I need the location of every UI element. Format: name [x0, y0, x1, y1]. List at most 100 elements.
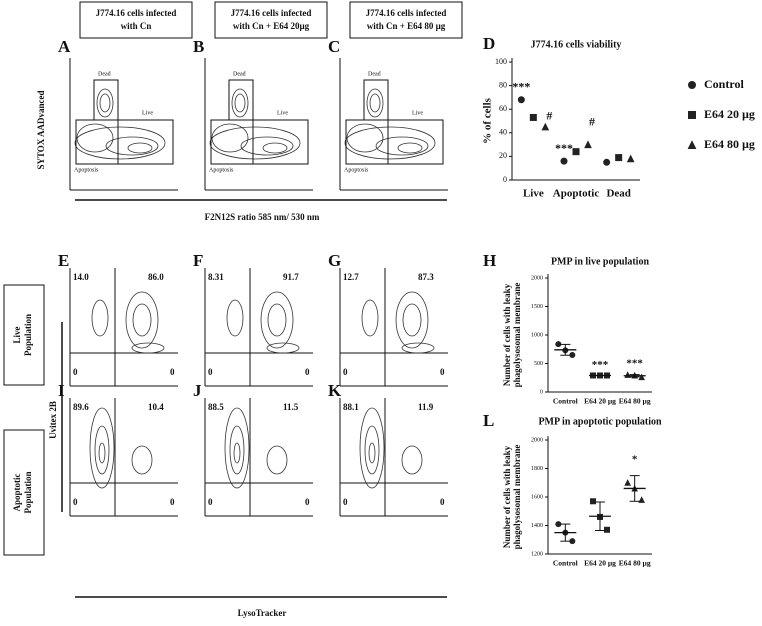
- cluster-contour: [369, 93, 381, 113]
- quadrant-value: 0: [440, 367, 445, 377]
- panel-label: A: [58, 37, 71, 56]
- y-axis-label: phagolysosomal membrane: [512, 445, 522, 550]
- x-tick-label: E64 20 µg: [584, 397, 616, 406]
- quadrant-value: 0: [305, 367, 310, 377]
- title-box: [349, 1, 463, 39]
- quadrant-value: 0: [343, 367, 348, 377]
- cluster-contour: [131, 342, 165, 354]
- gate-label: Apoptosis: [74, 167, 99, 173]
- data-point: [541, 122, 550, 131]
- annotation: ***: [555, 141, 573, 155]
- data-point: [560, 157, 568, 165]
- x-tick-label: Control: [553, 559, 578, 568]
- row-label-box: [3, 429, 45, 556]
- data-point: [590, 498, 596, 505]
- quadrant-value: 14.0: [73, 272, 89, 282]
- flow-title: with Cn + E64 80 µg: [367, 21, 446, 31]
- y-tick-label: 2000: [531, 437, 543, 443]
- cluster-contour: [96, 88, 114, 118]
- quadrant-value: 91.7: [283, 272, 299, 282]
- data-point: [638, 496, 645, 503]
- data-point: [555, 521, 562, 528]
- x-tick-label: E64 20 µg: [584, 559, 616, 568]
- gate-label: Live: [412, 110, 423, 116]
- cluster-contour: [260, 291, 294, 349]
- panel-label: J: [193, 381, 202, 400]
- cluster-contour: [397, 142, 423, 154]
- gate-label: Apoptosis: [209, 167, 234, 173]
- cluster-contour: [266, 445, 288, 475]
- panel-label: B: [193, 37, 204, 56]
- annotation: ***: [626, 357, 643, 369]
- cluster-contour: [94, 425, 110, 475]
- cluster-contour: [234, 93, 246, 113]
- gate-label: Dead: [368, 71, 381, 77]
- x-tick-label: E64 80 µg: [619, 559, 651, 568]
- cluster-contour: [401, 445, 423, 475]
- data-point: [529, 113, 537, 121]
- quadrant-value: 0: [305, 497, 310, 507]
- quadrant-value: 88.5: [208, 402, 224, 412]
- chart-title: PMP in live population: [551, 256, 650, 267]
- panel-label: F: [193, 251, 203, 270]
- panel-label: H: [483, 251, 496, 270]
- cluster-contour: [105, 136, 159, 156]
- data-point: [517, 96, 525, 104]
- cluster-contour: [226, 299, 244, 337]
- legend-label: E64 20 µg: [704, 107, 755, 121]
- y-tick-label: 0: [503, 175, 507, 184]
- legend-marker: [687, 140, 697, 149]
- row-label: Population: [23, 471, 33, 513]
- cluster-contour: [364, 425, 380, 475]
- flow-title: J774.16 cells infected: [366, 8, 447, 18]
- cluster-contour: [231, 88, 249, 118]
- row-label: Live: [12, 326, 22, 343]
- row-label: Apoptotic: [12, 473, 22, 511]
- x-axis-label: F2N12S ratio 585 nm/ 530 nm: [205, 212, 320, 222]
- y-axis-label: % of cells: [482, 97, 494, 144]
- y-tick-label: 1000: [531, 332, 543, 338]
- gate-label: Live: [142, 110, 153, 116]
- legend-marker: [688, 81, 696, 89]
- y-axis-label: Number of cells with leaky: [502, 445, 512, 548]
- y-tick-label: 500: [534, 361, 543, 367]
- cluster-contour: [267, 303, 287, 337]
- cluster-contour: [359, 407, 385, 489]
- quadrant-value: 87.3: [418, 272, 434, 282]
- data-point: [626, 154, 635, 163]
- quadrant-value: 88.1: [343, 402, 359, 412]
- flow-title: with Cn: [121, 21, 152, 31]
- flow-title: J774.16 cells infected: [96, 8, 177, 18]
- cluster-contour: [344, 126, 436, 160]
- gate: [363, 79, 389, 121]
- data-point: [569, 538, 576, 545]
- x-tick-label: Live: [523, 188, 544, 200]
- y-tick-label: 2000: [531, 275, 543, 281]
- annotation: *: [632, 453, 638, 465]
- cluster-contour: [131, 445, 153, 475]
- cluster-contour: [366, 88, 384, 118]
- flow-title: with Cn + E64 20µg: [233, 21, 310, 31]
- panel-label: G: [328, 251, 341, 270]
- y-axis-label: Number of cells with leaky: [502, 283, 512, 386]
- x-tick-label: Control: [553, 397, 578, 406]
- annotation: ***: [512, 80, 530, 94]
- y-tick-label: 1200: [531, 551, 543, 557]
- cluster-contour: [127, 142, 153, 154]
- y-axis-label: phagolysosomal membrane: [512, 283, 522, 388]
- y-tick-label: 80: [499, 80, 507, 89]
- gate-label: Dead: [233, 71, 246, 77]
- quadrant-value: 89.6: [73, 402, 89, 412]
- data-point: [572, 148, 580, 156]
- x-tick-label: E64 80 µg: [619, 397, 651, 406]
- panel-label: C: [328, 37, 340, 56]
- cluster-contour: [229, 425, 245, 475]
- legend-label: Control: [704, 77, 744, 91]
- title-box: [214, 1, 328, 39]
- row-label: Population: [23, 314, 33, 356]
- quadrant-value: 0: [343, 497, 348, 507]
- x-axis-label: LysoTracker: [238, 608, 287, 618]
- gate: [75, 119, 119, 165]
- chart-title: J774.16 cells viability: [531, 39, 622, 50]
- data-point: [555, 341, 562, 348]
